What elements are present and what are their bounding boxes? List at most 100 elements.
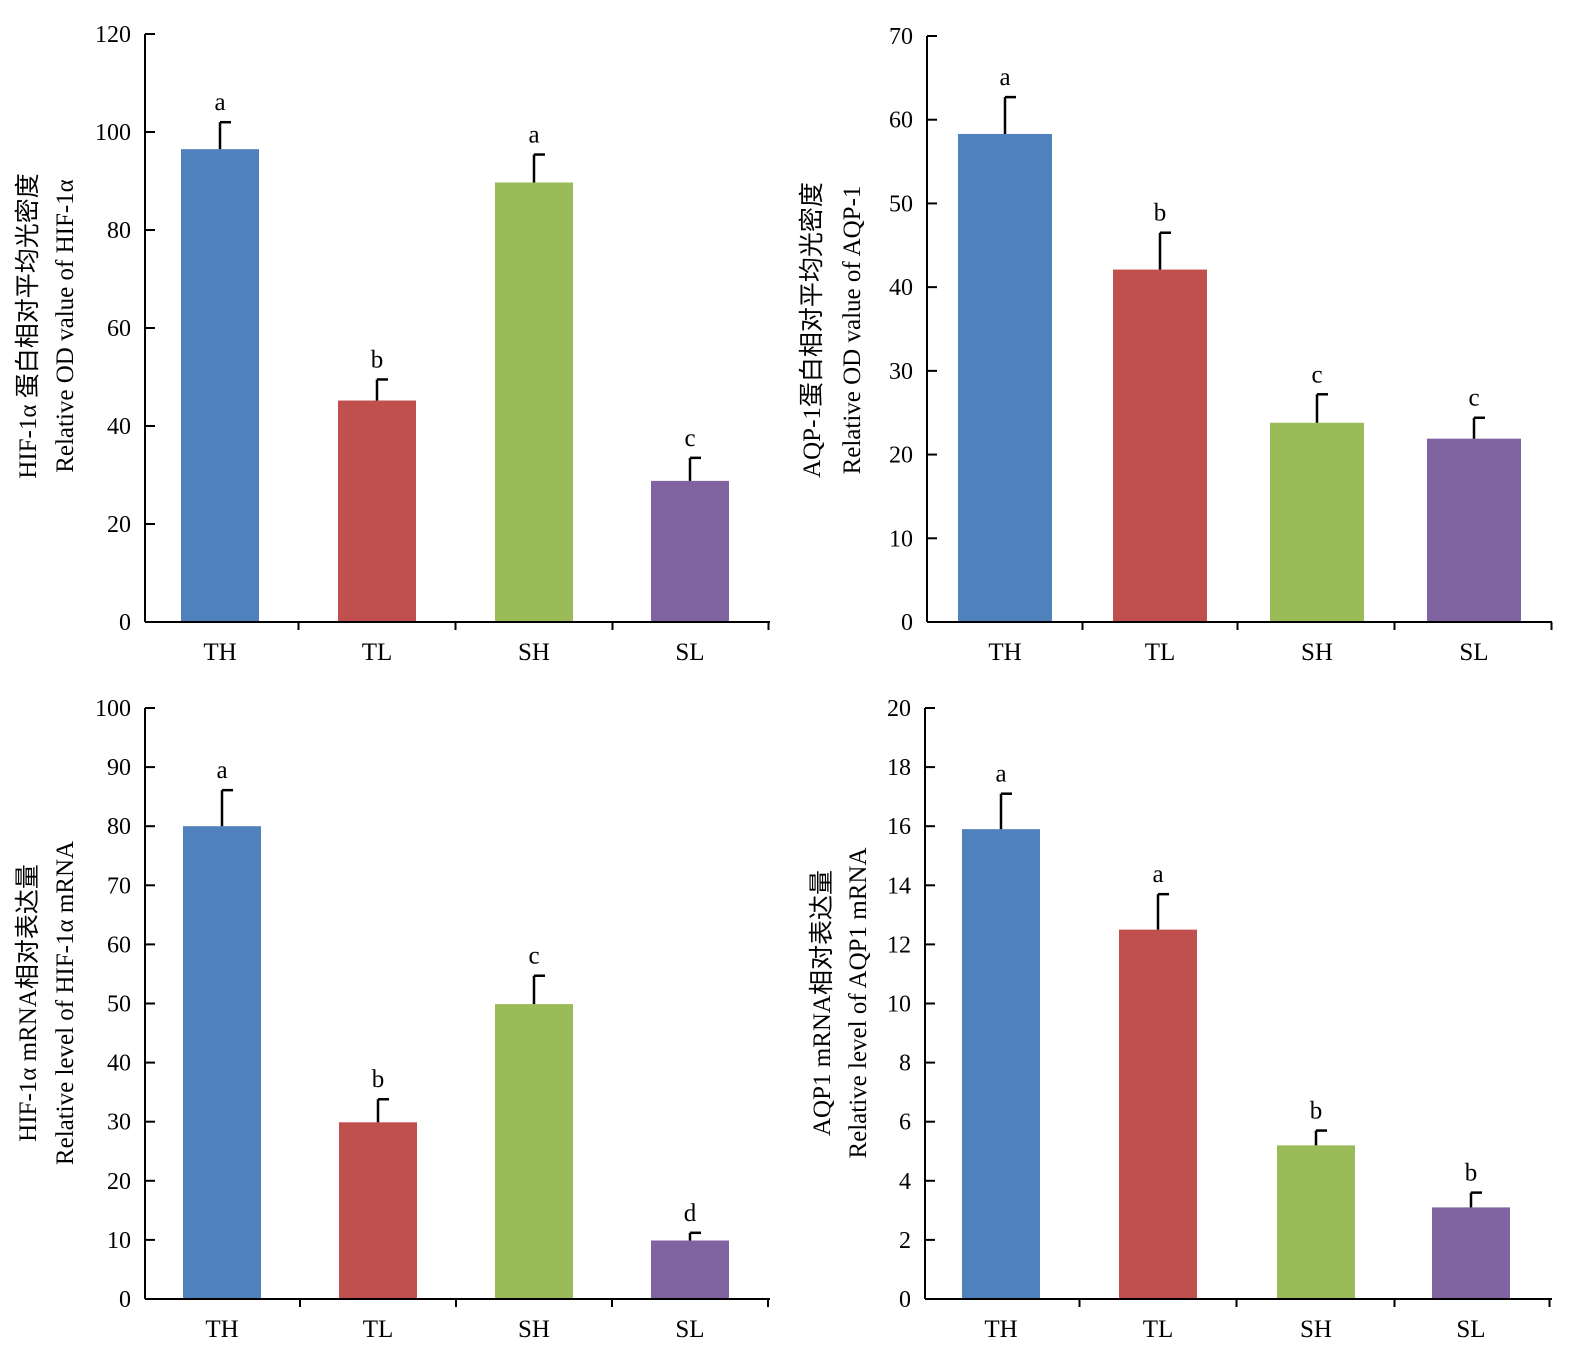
y-tick-label: 80	[107, 814, 131, 840]
y-tick-label: 18	[887, 755, 911, 781]
error-bar	[220, 788, 233, 827]
y-tick-label: 14	[887, 873, 911, 899]
x-tick-label: TL	[1143, 1316, 1174, 1343]
y-tick-label: 30	[107, 1110, 131, 1136]
y-tick-label: 50	[107, 992, 131, 1018]
x-tick-label: SH	[518, 639, 550, 666]
error-bar	[532, 974, 545, 1005]
bar-th	[962, 829, 1040, 1299]
x-tick-label: TL	[363, 1316, 394, 1343]
y-tick-label: 0	[901, 610, 913, 636]
x-tick-label: TH	[988, 639, 1021, 666]
x-tick-label: SH	[518, 1316, 550, 1343]
y-tick-label: 16	[887, 814, 911, 840]
bar-sl	[1427, 438, 1521, 622]
y-tick-label: 60	[107, 316, 131, 342]
y-axis-label-line-2: Relative OD value of AQP-1	[839, 186, 866, 475]
bar-tl	[338, 400, 416, 622]
error-bar	[375, 378, 388, 401]
y-axis-label-line-2: Relative level of HIF-1α mRNA	[52, 841, 79, 1165]
y-tick-label: 70	[107, 873, 131, 899]
x-tick-label: SL	[675, 1316, 704, 1343]
y-tick-label: 8	[899, 1051, 911, 1077]
significance-label: b	[1154, 200, 1167, 227]
error-bar	[1469, 1191, 1482, 1208]
significance-label: d	[684, 1200, 697, 1227]
bar-tl	[339, 1122, 417, 1299]
y-tick-label: 0	[899, 1287, 911, 1313]
y-tick-label: 90	[107, 755, 131, 781]
y-tick-label: 50	[889, 191, 913, 217]
error-bar	[1156, 892, 1169, 930]
significance-label: b	[1310, 1098, 1323, 1125]
bar-sh	[495, 182, 573, 622]
x-tick-label: SL	[1459, 639, 1488, 666]
x-tick-label: SL	[675, 639, 704, 666]
error-bar	[1315, 393, 1328, 423]
significance-label: a	[528, 122, 539, 149]
error-bar	[532, 153, 545, 183]
chart-2: a b c c 0 10 20 30 40 50 60 70 TH TL SH SL AQP-1蛋白相对平均光密…	[798, 24, 1553, 666]
x-tick-label: TL	[1145, 639, 1176, 666]
x-tick-label: TL	[362, 639, 393, 666]
y-axis-label-line-2: Relative level of AQP1 mRNA	[845, 847, 872, 1158]
x-tick-label: SH	[1301, 639, 1333, 666]
error-bar	[1472, 416, 1485, 439]
y-tick-label: 30	[889, 359, 913, 385]
y-tick-label: 20	[887, 696, 911, 722]
chart-4: a a b b 0 2 4 6 8 10 12 14 16 18 20 TH TL SH SL AQP1 mRNA相对…	[808, 696, 1552, 1343]
y-tick-label: 0	[119, 1287, 131, 1313]
bar-th	[181, 149, 259, 622]
error-bar	[999, 792, 1012, 830]
x-tick-label: TH	[205, 1316, 238, 1343]
x-tick-label: TH	[203, 639, 236, 666]
y-tick-label: 120	[95, 22, 131, 48]
bar-sl	[1432, 1207, 1510, 1299]
error-bar	[688, 456, 701, 481]
y-axis-label-line-1: AQP-1蛋白相对平均光密度	[798, 182, 826, 478]
significance-label: b	[372, 1066, 385, 1093]
y-tick-label: 12	[887, 932, 911, 958]
y-tick-label: 10	[889, 526, 913, 552]
significance-label: c	[528, 943, 539, 970]
y-axis-label-line-1: HIF-1α 蛋白相对平均光密度	[14, 173, 42, 478]
x-tick-label: SH	[1300, 1316, 1332, 1343]
significance-label: a	[216, 757, 227, 784]
bar-th	[958, 133, 1052, 622]
y-tick-label: 6	[899, 1110, 911, 1136]
bar-sh	[1270, 422, 1364, 622]
y-tick-label: 20	[107, 512, 131, 538]
error-bar	[1003, 95, 1016, 134]
bar-tl	[1113, 269, 1207, 622]
x-tick-label: TH	[984, 1316, 1017, 1343]
chart-1: a b a c 0 20 40 60 80 100 120 TH TL SH SL HIF-1α 蛋白相对平均…	[14, 22, 770, 666]
significance-label: b	[371, 346, 384, 373]
error-bar	[1314, 1129, 1327, 1146]
bar-sh	[495, 1004, 573, 1299]
y-tick-label: 0	[119, 610, 131, 636]
x-tick-label: SL	[1456, 1316, 1485, 1343]
y-tick-label: 10	[887, 992, 911, 1018]
bar-th	[183, 826, 261, 1299]
bar-sl	[651, 1240, 729, 1299]
y-tick-label: 10	[107, 1228, 131, 1254]
significance-label: a	[995, 761, 1006, 788]
y-tick-label: 2	[899, 1228, 911, 1254]
error-bar	[1158, 231, 1171, 270]
significance-label: a	[1152, 861, 1163, 888]
significance-label: c	[684, 425, 695, 452]
y-tick-label: 100	[95, 120, 131, 146]
y-axis-label-line-2: Relative OD value of HIF-1α	[52, 179, 79, 473]
error-bar	[688, 1231, 701, 1241]
significance-label: a	[214, 89, 225, 116]
bar-tl	[1119, 929, 1197, 1299]
error-bar	[376, 1097, 389, 1123]
bar-sl	[651, 480, 729, 622]
y-axis-label-line-1: AQP1 mRNA相对表达量	[808, 870, 836, 1136]
y-axis-label-line-1: HIF-1α mRNA相对表达量	[14, 864, 42, 1142]
bar-sh	[1277, 1145, 1355, 1299]
y-tick-label: 40	[107, 414, 131, 440]
significance-label: b	[1465, 1160, 1478, 1187]
y-tick-label: 40	[889, 275, 913, 301]
